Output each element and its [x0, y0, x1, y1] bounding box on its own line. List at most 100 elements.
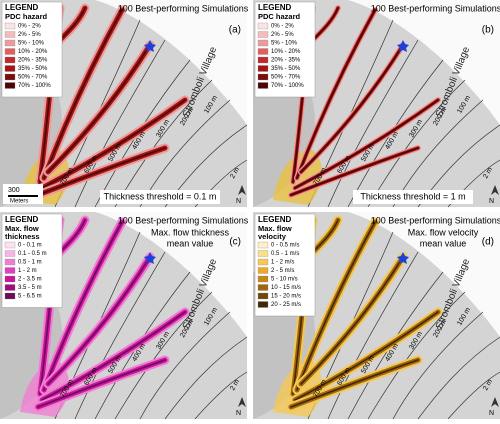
legend-swatch	[257, 31, 269, 38]
legend-item-label: 5% - 10%	[18, 41, 45, 47]
coast-label: 2 m	[482, 378, 494, 392]
flow-path	[47, 44, 151, 173]
contour-line	[74, 39, 166, 208]
legend-subheading-line: Max. flow	[258, 224, 292, 233]
scale-unit: Meters	[10, 199, 28, 205]
legend-item-label: 10 - 15 m/s	[271, 285, 301, 291]
coast-label: 2 m	[482, 166, 494, 180]
legend-subheading: Max. flow thickness	[5, 224, 40, 241]
legend-item-label: 10% - 20%	[271, 49, 301, 55]
contour-line	[447, 371, 500, 420]
flow-path	[300, 44, 404, 173]
legend-swatch	[4, 250, 16, 257]
legend-item-label: 2 - 5 m/s	[271, 268, 294, 274]
contour-line	[367, 291, 466, 420]
scale-box	[3, 184, 43, 204]
flow-path	[59, 7, 86, 41]
panel-letter: (c)	[229, 237, 241, 248]
legend-item-label: 10% - 20%	[18, 49, 48, 55]
north-label: N	[489, 410, 494, 417]
contour-line	[417, 336, 500, 420]
legend-item-label: 3.5 - 5 m	[18, 285, 42, 291]
legend-heading: LEGEND	[258, 3, 292, 12]
vent-marker	[144, 40, 156, 52]
legend-item-label: 20% - 35%	[18, 58, 48, 64]
flow-path	[41, 311, 186, 401]
footer-box	[100, 190, 220, 204]
legend-item-label: 35% - 50%	[18, 66, 48, 72]
legend-item-label: 0.1 - 0.5 m	[18, 251, 47, 257]
flow-path	[294, 99, 439, 189]
contour-line	[164, 336, 248, 420]
legend-item-label: 1 - 2 m/s	[271, 260, 294, 266]
legend-swatch	[4, 56, 16, 64]
panel-note: mean value	[420, 238, 467, 248]
flow-path	[312, 219, 339, 253]
legend-item-label: 20 - 25 m/s	[271, 302, 301, 308]
legend-item-label: 0% - 2%	[18, 24, 41, 30]
legend-swatch	[257, 82, 269, 89]
flow-path	[43, 9, 123, 179]
legend-subheading: Max. flow velocity	[258, 224, 292, 241]
scale-bar	[8, 195, 38, 197]
legend-heading: LEGEND	[5, 215, 39, 224]
vent-marker	[397, 40, 409, 52]
legend-swatch	[257, 65, 269, 72]
flow-path	[37, 147, 166, 196]
panel-title: 100 Best-performing Simulations	[118, 215, 249, 225]
contour-line	[194, 371, 248, 420]
legend-subheading-line: Max. flow	[5, 224, 39, 233]
legend-swatch	[257, 22, 269, 30]
legend-item-label: 50% - 70%	[18, 75, 48, 81]
legend-item-label: 2% - 5%	[271, 32, 294, 38]
flow-path	[300, 256, 404, 385]
legend-item-label: 70% - 100%	[18, 83, 51, 89]
panel-note: Max. flow velocity	[408, 227, 479, 237]
coast-label: 2 m	[229, 378, 241, 392]
threshold-note: Thickness threshold = 0.1 m	[104, 191, 217, 201]
panel-title: 100 Best-performing Simulations	[371, 3, 500, 13]
contour-line	[327, 39, 419, 208]
flow-path	[43, 221, 123, 391]
north-arrow	[238, 397, 246, 407]
flow-path	[41, 99, 186, 189]
north-label: N	[489, 198, 494, 205]
threshold-note: Thickness threshold = 1 m	[360, 191, 465, 201]
legend-swatch	[257, 48, 269, 55]
contour-line	[327, 251, 419, 420]
panel-letter: (b)	[482, 25, 494, 36]
legend-item-label: 0.5 - 1 m	[18, 260, 42, 266]
legend-swatch	[257, 267, 269, 274]
legend-subheading: PDC hazard	[258, 12, 301, 21]
contour-line	[74, 251, 166, 420]
flow-path	[59, 219, 86, 253]
contour-line	[392, 311, 484, 420]
legend-swatch	[257, 39, 269, 47]
legend-swatch	[257, 250, 269, 257]
legend-swatch	[257, 73, 269, 81]
legend-item-label: 1 - 2 m	[18, 268, 37, 274]
legend-swatch	[257, 56, 269, 64]
legend-swatch	[4, 65, 16, 72]
legend-swatch	[257, 258, 269, 266]
legend-item-label: 2% - 5%	[18, 32, 41, 38]
legend-swatch	[4, 292, 16, 300]
legend-item-label: 5 - 6.5 m	[18, 294, 42, 300]
north-label: N	[236, 198, 241, 205]
legend-item-label: 50% - 70%	[271, 75, 301, 81]
flow-path	[296, 221, 376, 391]
legend-item-label: 5 - 10 m/s	[271, 277, 298, 283]
legend-subheading-line: thickness	[5, 232, 40, 241]
legend-heading: LEGEND	[258, 215, 292, 224]
legend-swatch	[4, 267, 16, 274]
legend-swatch	[257, 292, 269, 300]
legend-item-label: 0% - 2%	[271, 24, 294, 30]
contour-line	[139, 311, 231, 420]
panel-title: 100 Best-performing Simulations	[118, 3, 249, 13]
legend-item-label: 70% - 100%	[271, 83, 304, 89]
legend-swatch	[4, 73, 16, 81]
vent-marker	[144, 252, 156, 264]
legend-swatch	[4, 22, 16, 30]
